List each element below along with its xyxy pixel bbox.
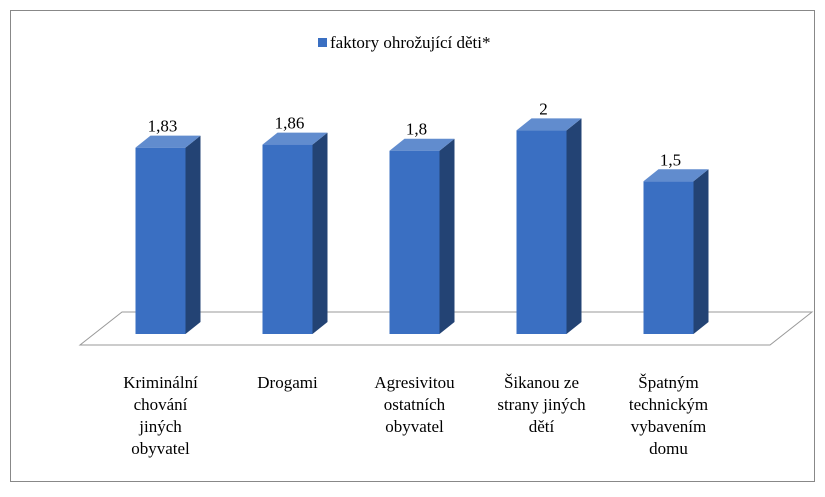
value-label: 1,83 (148, 117, 178, 136)
bar-side (439, 138, 455, 334)
x-tick-label-line: Drogami (257, 373, 318, 392)
x-tick-label-line: Špatným (638, 373, 698, 392)
value-label: 2 (539, 99, 548, 118)
x-tick-label-line: domu (649, 439, 688, 458)
x-tick-label-line: vybavením (631, 417, 707, 436)
bar-top (643, 169, 709, 182)
bar (135, 135, 201, 334)
bar (389, 138, 455, 334)
bar-top (262, 132, 328, 145)
x-tick-label: Agresivitou ostatních obyvatel (374, 373, 455, 436)
bar-front (389, 150, 440, 334)
bar-top (516, 118, 582, 131)
value-label: 1,5 (660, 150, 681, 169)
x-tick-label-line: Kriminální (123, 373, 198, 392)
x-tick-label-line: obyvatel (131, 439, 190, 458)
x-tick-label: Kriminální chování jiných obyvatel (123, 373, 198, 458)
bar-side (185, 135, 201, 334)
bar (262, 132, 328, 334)
bar-side (693, 169, 709, 334)
x-tick-label-line: chování (134, 395, 188, 414)
bar-front (643, 181, 694, 334)
bar-front (516, 130, 567, 334)
x-tick-label-line: ostatních (384, 395, 446, 414)
x-tick-label: Drogami (257, 373, 318, 392)
bar-front (135, 147, 186, 334)
bar-front (262, 144, 313, 334)
x-tick-label: Šikanou ze strany jiných dětí (497, 373, 586, 436)
legend-swatch (318, 38, 327, 47)
bar (516, 118, 582, 334)
x-tick-label-line: jiných (138, 417, 182, 436)
legend-label: faktory ohrožující děti* (330, 33, 491, 52)
value-label: 1,86 (275, 114, 305, 133)
bar-side (566, 118, 582, 334)
value-label: 1,8 (406, 120, 427, 139)
bar-top (135, 135, 201, 148)
bar-side (312, 132, 328, 334)
x-tick-label: Špatným technickým vybavením domu (629, 373, 708, 458)
x-tick-label-line: dětí (529, 417, 555, 436)
x-tick-label-line: technickým (629, 395, 708, 414)
bar (643, 169, 709, 334)
x-tick-label-line: strany jiných (497, 395, 586, 414)
x-tick-label-line: obyvatel (385, 417, 444, 436)
x-tick-label-line: Šikanou ze (504, 373, 579, 392)
bar-top (389, 138, 455, 151)
x-tick-label-line: Agresivitou (374, 373, 455, 392)
